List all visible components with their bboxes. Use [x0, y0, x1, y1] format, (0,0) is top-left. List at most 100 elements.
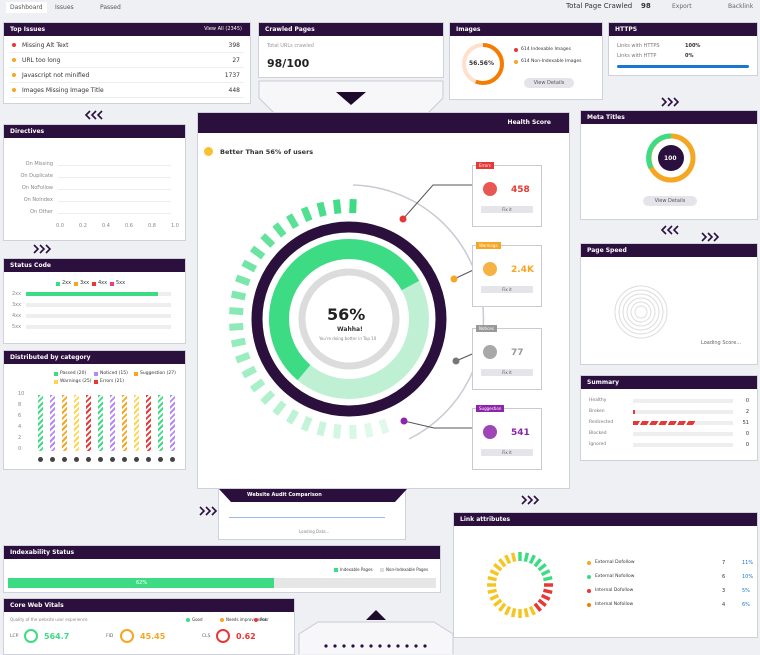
- legend-swatch: [56, 282, 60, 286]
- tick-segment: [249, 245, 266, 260]
- link-count: 3: [722, 588, 726, 594]
- card-tag: Notices: [476, 325, 497, 332]
- category-icon: [38, 457, 43, 462]
- tick-segment: [249, 378, 266, 393]
- issue-card: Errors 458 Fix it: [472, 162, 542, 227]
- card-value: 77: [511, 348, 524, 358]
- divider: [10, 82, 244, 83]
- tick-segment: [235, 351, 251, 364]
- summary-label: Broken: [589, 409, 605, 414]
- directive-label: On Missing: [25, 161, 53, 167]
- category-icon: [158, 457, 163, 462]
- view-details-button[interactable]: View Details: [524, 78, 574, 88]
- grid-line: [58, 189, 171, 190]
- legend-dot: [186, 618, 190, 622]
- metric-value: 45.45: [140, 632, 166, 641]
- link-percent: 5%: [742, 588, 750, 594]
- ring-segment: [487, 588, 497, 595]
- dot: [387, 644, 391, 648]
- panel-title: Distributed by category: [4, 351, 185, 364]
- chevron-icon: [199, 506, 206, 516]
- connector-dot: [452, 357, 460, 365]
- grid-line: [58, 165, 171, 166]
- view-details-button[interactable]: View Details: [643, 196, 697, 206]
- link-label: Internal Nofollow: [595, 602, 634, 607]
- crawled-label: Total Page Crawled: [566, 2, 633, 10]
- category-bar: [134, 395, 139, 451]
- meta-value: 100: [664, 155, 677, 162]
- fix-button[interactable]: Fix it: [481, 369, 533, 376]
- issue-dot: [12, 88, 16, 92]
- summary-value: 0: [745, 431, 749, 437]
- summary-track: [633, 410, 733, 414]
- issue-card: Suggestion 541 Fix it: [472, 405, 542, 470]
- dot: [342, 644, 346, 648]
- backlink-button[interactable]: Backlink: [728, 3, 754, 10]
- export-button[interactable]: Export: [672, 3, 692, 10]
- ring-segment: [487, 575, 497, 582]
- tick-segment: [316, 201, 327, 217]
- score-text: 56%: [327, 305, 366, 324]
- image-item: 614 Non-Indexable Images: [521, 59, 582, 64]
- ring-segment: [489, 593, 500, 601]
- loading-ring: [630, 301, 652, 323]
- ring-segment: [540, 593, 551, 601]
- category-bar: [170, 395, 175, 451]
- chevron-icon: [90, 110, 97, 120]
- legend-label: Non-Indexable Pages: [386, 567, 429, 572]
- https-panel: HTTPS Links with HTTPS 100% Links with HTTP…: [608, 22, 758, 76]
- fix-button[interactable]: Fix it: [481, 286, 533, 293]
- legend-dot: [254, 618, 258, 622]
- legend-dot: [587, 561, 591, 565]
- legend-dot: [514, 48, 518, 52]
- fix-button[interactable]: Fix it: [481, 449, 533, 456]
- nav-tab[interactable]: Issues: [55, 4, 74, 11]
- tick-segment: [229, 307, 244, 316]
- chevron-icon: [660, 225, 667, 235]
- images-panel: Images 56.56% 614 Indexable Images 614 Non-…: [449, 22, 603, 100]
- status-code-panel: Status Code 2xx 3xx 4xx 5xx 2xx 3xx 4xx 5xx: [3, 258, 186, 344]
- tick-segment: [363, 422, 374, 438]
- view-all-link[interactable]: View All (2345): [204, 26, 242, 32]
- distribution-panel: Distributed by category Passed (20) Notice…: [3, 350, 186, 470]
- legend-dot: [587, 589, 591, 593]
- category-bar: [62, 395, 67, 451]
- ring-segment: [489, 569, 500, 577]
- link-count: 7: [722, 560, 726, 566]
- category-bar: [146, 395, 151, 451]
- directive-label: On Duplicate: [20, 173, 53, 179]
- dot: [378, 644, 382, 648]
- category-bar: [74, 395, 79, 451]
- ring-segment: [493, 563, 503, 572]
- issue-count: 1737: [224, 72, 240, 79]
- ring-segment: [493, 598, 503, 607]
- legend-swatch: [110, 282, 114, 286]
- x-tick-label: 0.8: [148, 223, 156, 229]
- ring-progress: [462, 43, 504, 85]
- directives-panel: Directives On Missing On Duplicate On NoFol…: [3, 124, 186, 241]
- loading-ring: [618, 289, 664, 335]
- category-bar: [38, 395, 43, 451]
- x-tick-label: 0.6: [125, 223, 133, 229]
- grid-line: [58, 201, 171, 202]
- nav-tab[interactable]: Passed: [100, 4, 121, 11]
- ring-segment: [543, 575, 553, 582]
- cwv-panel: Core Web Vitals Quality of the website us…: [3, 598, 295, 655]
- tick-segment: [235, 274, 251, 287]
- panel-title: Meta Titles: [581, 111, 757, 124]
- link-count: 4: [722, 602, 726, 608]
- fix-button[interactable]: Fix it: [481, 206, 533, 213]
- meta-titles-panel: Meta Titles 100 View Details: [580, 110, 758, 220]
- indexability-panel: Indexability Status Indexable Pages Non-In…: [3, 545, 441, 593]
- chevron-icon: [205, 506, 212, 516]
- ring-segment: [537, 563, 547, 572]
- dot: [369, 644, 373, 648]
- ring-segment: [504, 554, 512, 565]
- y-tick-label: 2: [18, 435, 22, 441]
- connector: [403, 420, 473, 429]
- https-value: 100%: [685, 43, 701, 49]
- graphic: [199, 506, 218, 516]
- nav-tab[interactable]: Dashboard: [6, 2, 47, 13]
- title-shape: [219, 489, 407, 502]
- down-arrow: [336, 92, 366, 105]
